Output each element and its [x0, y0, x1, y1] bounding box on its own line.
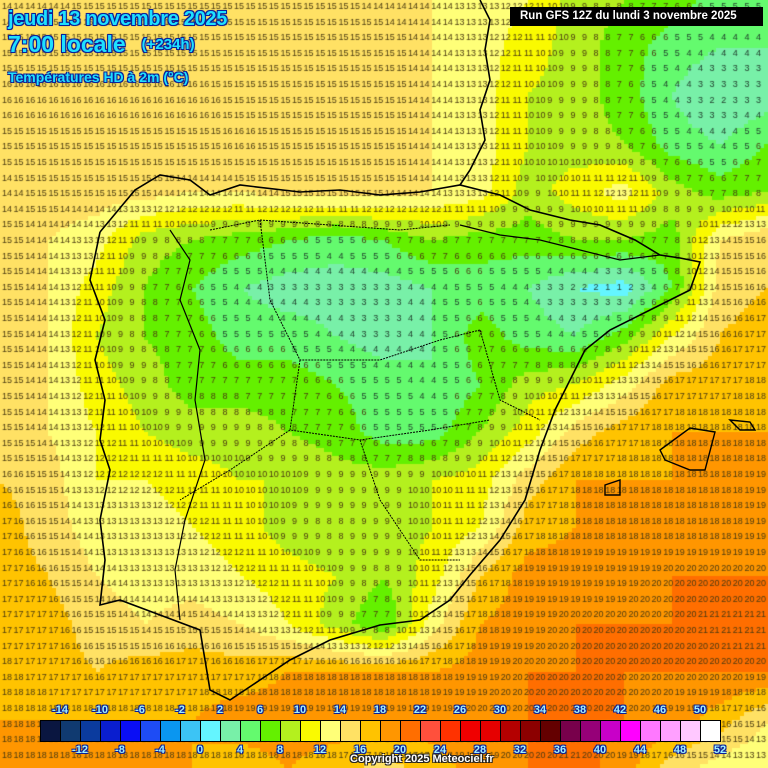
legend-swatch: [621, 721, 641, 741]
legend-tick-label: 14: [333, 704, 347, 716]
legend-swatch: [541, 721, 561, 741]
legend-tick-label: 16: [353, 744, 367, 756]
legend-tick-label: -8: [115, 744, 125, 756]
legend-swatch: [461, 721, 481, 741]
forecast-offset: (+234h): [141, 36, 195, 53]
legend-tick-label: -6: [135, 704, 145, 716]
legend-tick-label: 44: [633, 744, 647, 756]
legend-tick-label: 32: [513, 744, 527, 756]
legend-swatch: [241, 721, 261, 741]
legend-tick-label: 26: [453, 704, 467, 716]
legend-swatch: [641, 721, 661, 741]
legend-swatch: [61, 721, 81, 741]
legend-swatch: [521, 721, 541, 741]
legend-tick-label: 50: [693, 704, 707, 716]
legend-swatch: [101, 721, 121, 741]
legend-tick-label: 0: [196, 744, 204, 756]
legend-tick-label: 24: [433, 744, 447, 756]
variable-title: Températures HD à 2m (°C): [8, 69, 189, 85]
legend-tick-label: 34: [533, 704, 547, 716]
legend-swatch: [421, 721, 441, 741]
legend-swatch: [321, 721, 341, 741]
legend-swatch: [341, 721, 361, 741]
legend-swatch: [601, 721, 621, 741]
legend-tick-label: 36: [553, 744, 567, 756]
legend-tick-label: 18: [373, 704, 387, 716]
legend-swatch: [261, 721, 281, 741]
legend-swatch: [561, 721, 581, 741]
legend-swatch: [661, 721, 681, 741]
legend-tick-label: -4: [155, 744, 165, 756]
copyright-text: Copyright 2025 Meteociel.fr: [350, 753, 494, 765]
legend-swatch: [141, 721, 161, 741]
legend-swatch: [221, 721, 241, 741]
legend-tick-label: -10: [92, 704, 108, 716]
legend-tick-label: 4: [236, 744, 244, 756]
legend-tick-label: -12: [72, 744, 88, 756]
legend-swatch: [481, 721, 501, 741]
legend-swatch: [121, 721, 141, 741]
legend-tick-label: 46: [653, 704, 667, 716]
legend-tick-label: 10: [293, 704, 307, 716]
legend-tick-label: 30: [493, 704, 507, 716]
legend-swatch: [701, 721, 720, 741]
forecast-time: 7:00 locale (+234h): [8, 31, 195, 58]
legend-swatch: [441, 721, 461, 741]
legend-swatch: [401, 721, 421, 741]
legend-swatch: [81, 721, 101, 741]
legend-swatch: [181, 721, 201, 741]
legend-tick-label: 22: [413, 704, 427, 716]
legend-swatch: [41, 721, 61, 741]
legend-tick-label: 8: [276, 744, 284, 756]
legend-tick-label: 28: [473, 744, 487, 756]
legend-tick-label: -14: [52, 704, 68, 716]
legend-swatch: [301, 721, 321, 741]
legend-swatch: [501, 721, 521, 741]
legend-tick-label: 2: [216, 704, 224, 716]
legend-swatch: [681, 721, 701, 741]
legend-tick-label: 40: [593, 744, 607, 756]
legend-tick-label: 12: [313, 744, 327, 756]
legend-swatch: [581, 721, 601, 741]
legend-swatch: [161, 721, 181, 741]
legend-tick-label: 6: [256, 704, 264, 716]
model-run-label: Run GFS 12Z du lundi 3 novembre 2025: [510, 7, 763, 26]
legend-swatch: [381, 721, 401, 741]
legend-tick-label: -2: [175, 704, 185, 716]
forecast-date: jeudi 13 novembre 2025: [8, 8, 228, 30]
legend-tick-label: 48: [673, 744, 687, 756]
legend-swatch: [281, 721, 301, 741]
legend-tick-label: 38: [573, 704, 587, 716]
legend-tick-label: 42: [613, 704, 627, 716]
forecast-time-label: 7:00 locale: [8, 31, 126, 57]
legend-swatch: [361, 721, 381, 741]
color-scale-legend: [40, 720, 721, 742]
legend-tick-label: 20: [393, 744, 407, 756]
legend-swatch: [201, 721, 221, 741]
legend-tick-label: 52: [713, 744, 727, 756]
